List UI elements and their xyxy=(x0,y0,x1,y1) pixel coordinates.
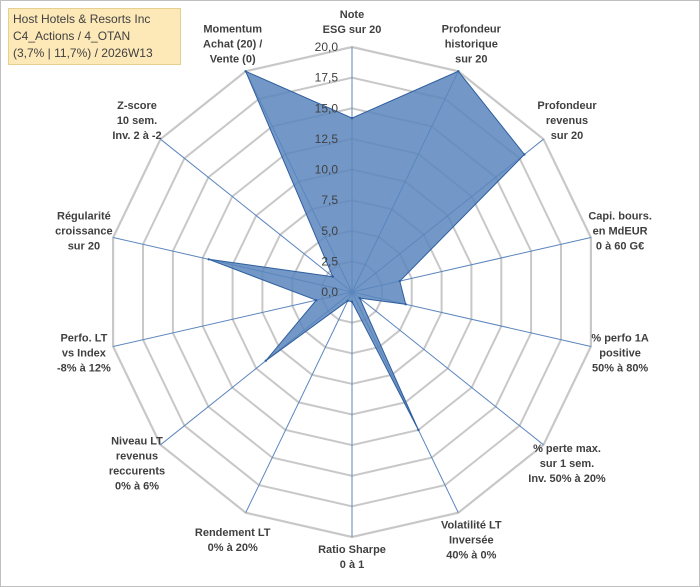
axis-label: Capi. bours. en MdEUR 0 à 60 G€ xyxy=(588,210,652,252)
svg-text:% perte max.sur 1 sem.Inv. 50%: % perte max. sur 1 sem. Inv. 50% à 20% xyxy=(528,443,606,485)
radar-spoke xyxy=(112,291,353,347)
radar-spoke xyxy=(245,291,353,513)
tick-label: 10,0 xyxy=(315,163,339,177)
axis-label: Profondeur historique sur 20 xyxy=(442,24,502,66)
data-point xyxy=(207,258,210,261)
tick-label: 0,0 xyxy=(321,285,338,299)
data-point xyxy=(358,296,361,300)
data-point xyxy=(346,299,349,302)
axis-label: Rendement LT 0% à 20% xyxy=(195,527,271,554)
axis-label: Niveau LT revenus reccurents 0% à 6% xyxy=(109,436,165,493)
data-point xyxy=(417,428,420,432)
tick-label: 17,5 xyxy=(315,71,339,85)
data-point xyxy=(244,70,247,73)
axis-label: % perfo 1A positive 50% à 80% xyxy=(591,333,649,375)
axis-label: Profondeur revenus sur 20 xyxy=(537,100,597,142)
axis-label: Régularité croissance sur 20 xyxy=(55,210,112,252)
tick-label: 7,5 xyxy=(321,193,338,207)
data-point xyxy=(523,153,526,156)
data-point xyxy=(398,279,401,283)
data-point xyxy=(264,359,267,362)
axis-label: Ratio Sharpe 0 à 1 xyxy=(318,544,386,571)
radar-tick-labels: 0,0 2,5 5,0 7,5 10,0 12,5 15,0 17,5 20,0 xyxy=(315,40,339,299)
tick-label: 5,0 xyxy=(321,224,338,238)
tick-label: 2,5 xyxy=(321,254,338,268)
svg-text:Rendement LT0% à 20%: Rendement LT 0% à 20% xyxy=(195,527,271,554)
data-point xyxy=(457,70,460,73)
radar-spoke xyxy=(160,138,353,293)
radar-series xyxy=(207,70,526,432)
tick-label: 15,0 xyxy=(315,101,339,115)
tick-label: 12,5 xyxy=(315,132,339,146)
data-point xyxy=(331,275,334,278)
axis-label: Volatilité LT Inversée 40% à 0% xyxy=(441,519,502,561)
radar-axis-labels: Note ESG sur 20 Profondeur historique sur 20… xyxy=(55,9,652,571)
axis-label: Note ESG sur 20 xyxy=(323,9,382,36)
data-point xyxy=(315,299,318,302)
axis-label: % perte max. sur 1 sem. Inv. 50% à 20% xyxy=(528,443,606,485)
chart-title-company: Host Hotels & Resorts Inc xyxy=(13,12,151,26)
axis-label: Z-score 10 sem. Inv. 2 à -2 xyxy=(112,100,161,142)
data-point xyxy=(350,116,354,120)
radar-spoke xyxy=(351,291,544,446)
chart-title-box: Host Hotels & Resorts Inc C4_Actions / 4… xyxy=(8,8,181,65)
axis-label: Momentum Achat (20) / Vente (0) xyxy=(203,24,262,66)
chart-title-period: (3,7% | 11,7%) / 2026W13 xyxy=(13,46,153,60)
chart-title-category: C4_Actions / 4_OTAN xyxy=(13,29,131,43)
data-point xyxy=(350,300,354,303)
data-point xyxy=(404,303,407,306)
tick-label: 20,0 xyxy=(315,40,339,54)
axis-label: Perfo. LT vs Index -8% à 12% xyxy=(57,333,111,375)
